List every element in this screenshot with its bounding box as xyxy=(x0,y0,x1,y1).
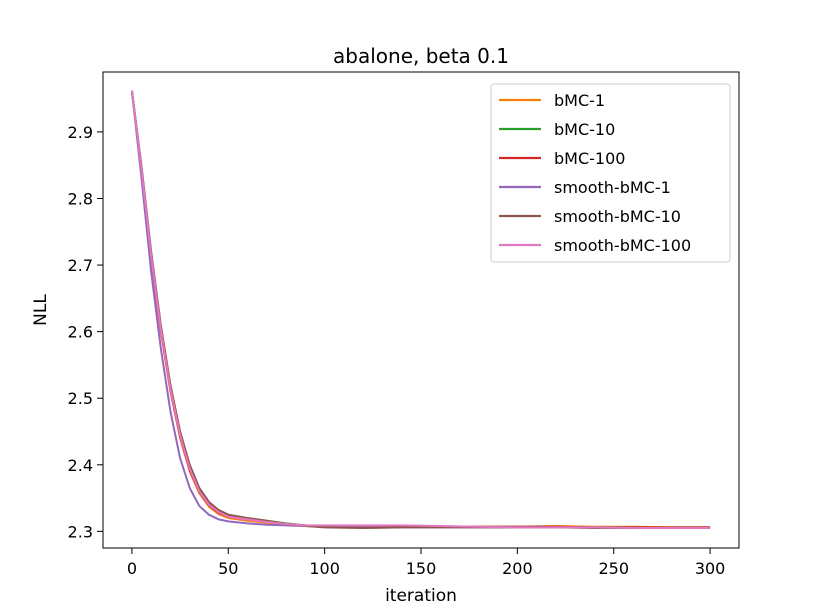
y-tick-label: 2.6 xyxy=(68,323,93,342)
x-axis: 0 50 100 150 200 250 300 xyxy=(127,548,726,578)
x-tick-label: 300 xyxy=(695,559,726,578)
series-line xyxy=(130,90,711,530)
legend-label: bMC-1 xyxy=(554,91,605,110)
legend-label: smooth-bMC-1 xyxy=(554,178,671,197)
legend-label: smooth-bMC-10 xyxy=(554,207,681,226)
x-tick-label: 0 xyxy=(127,559,137,578)
legend-label: bMC-100 xyxy=(554,149,625,168)
y-tick-label: 2.3 xyxy=(68,522,93,541)
y-axis-label: NLL xyxy=(31,294,51,326)
y-tick-label: 2.5 xyxy=(68,389,93,408)
x-tick-label: 200 xyxy=(502,559,533,578)
y-tick-label: 2.4 xyxy=(68,456,93,475)
x-axis-label: iteration xyxy=(385,586,457,606)
legend-box xyxy=(490,83,731,263)
legend: bMC-1 bMC-10 bMC-100 smooth-bMC-1 smooth-bMC… xyxy=(490,83,731,263)
x-tick-label: 100 xyxy=(309,559,340,578)
y-tick-label: 2.8 xyxy=(68,189,93,208)
legend-label: smooth-bMC-100 xyxy=(554,236,691,255)
y-tick-label: 2.7 xyxy=(68,256,93,275)
legend-label: bMC-10 xyxy=(554,120,615,139)
y-tick-label: 2.9 xyxy=(68,123,93,142)
x-tick-label: 50 xyxy=(218,559,238,578)
x-tick-label: 150 xyxy=(406,559,437,578)
chart-title: abalone, beta 0.1 xyxy=(333,44,509,68)
plot-lines xyxy=(130,90,711,530)
y-axis: 2.3 2.4 2.5 2.6 2.7 2.8 2.9 xyxy=(68,123,103,541)
x-tick-label: 250 xyxy=(598,559,629,578)
